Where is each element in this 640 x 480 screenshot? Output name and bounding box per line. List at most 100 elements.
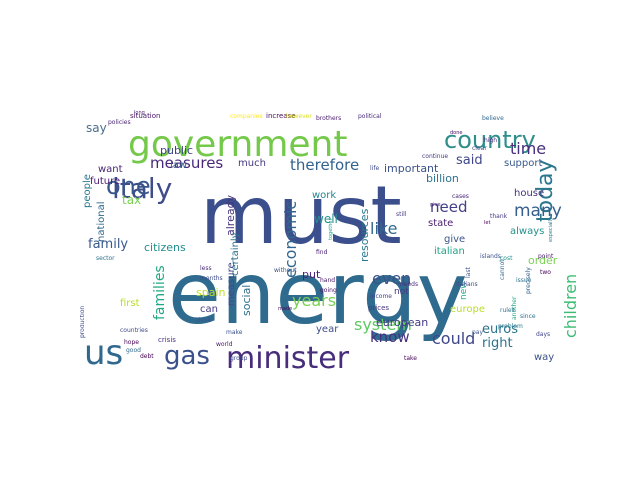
cloud-word: italy [112, 172, 172, 205]
cloud-word: without [274, 267, 297, 274]
cloud-word: take [404, 355, 417, 362]
cloud-word: work [312, 190, 336, 201]
cloud-word: minister [226, 341, 350, 370]
cloud-word: europe [450, 304, 485, 315]
cloud-word: give [430, 202, 441, 208]
cloud-word: political [358, 113, 382, 120]
cloud-word: state [428, 218, 453, 229]
cloud-word: less [200, 265, 212, 272]
cloud-word: billion [426, 172, 459, 185]
cloud-word: italian [434, 246, 465, 257]
cloud-word: another [511, 296, 518, 320]
cloud-word: order [528, 254, 558, 267]
cloud-word: always [510, 226, 544, 237]
cloud-word: way [534, 352, 554, 363]
cloud-word: said [456, 153, 483, 168]
cloud-word: even [372, 269, 411, 288]
cloud-word: us [84, 333, 123, 370]
cloud-word: group [230, 355, 248, 362]
cloud-word: years [292, 291, 336, 310]
cloud-word: continue [422, 153, 448, 160]
cloud-word: already [224, 194, 237, 236]
cloud-word: measure [226, 262, 237, 306]
cloud-word: precisely [525, 267, 532, 294]
cloud-word: new [459, 281, 469, 300]
cloud-word: not [394, 287, 409, 297]
cloud-word: let [484, 220, 490, 226]
cloud-word: issue [516, 277, 532, 284]
cloud-word: put [302, 268, 321, 281]
cloud-word: find [316, 249, 328, 256]
cloud-word: today [533, 159, 558, 222]
cloud-word: one [106, 172, 151, 200]
cloud-word: world [216, 341, 233, 348]
cloud-word: important [384, 162, 439, 175]
cloud-word: income [370, 293, 392, 300]
cloud-word: country [444, 126, 536, 154]
cloud-word: time [510, 139, 546, 158]
cloud-word: social [240, 285, 253, 316]
cloud-word: national [96, 201, 107, 242]
cloud-word: prices [368, 304, 389, 312]
cloud-word: cost [500, 255, 513, 262]
cloud-word: going [320, 287, 337, 294]
cloud-word: brothers [316, 115, 341, 122]
cloud-word: measures [150, 154, 223, 172]
cloud-word: made [278, 306, 292, 312]
cloud-word: well [314, 212, 338, 226]
cloud-word: know [370, 328, 410, 346]
cloud-word: policies [108, 119, 131, 126]
cloud-word: tax [122, 193, 141, 207]
cloud-word: thank [490, 213, 508, 220]
cloud-word: still [396, 211, 407, 218]
cloud-word: make [226, 329, 243, 336]
cloud-word: people [82, 174, 93, 208]
cloud-word: life [370, 165, 379, 172]
cloud-word: economic [281, 201, 300, 278]
cloud-word: public [160, 144, 193, 157]
cloud-word: energy [168, 244, 468, 344]
cloud-word: first [120, 298, 140, 309]
cloud-word: much [238, 158, 266, 169]
cloud-word: need [430, 198, 468, 216]
word-cloud: energy must government minister country italy… [80, 110, 576, 370]
cloud-word: many [514, 201, 562, 221]
cloud-word: together [328, 218, 334, 240]
cloud-word: especially [548, 217, 554, 242]
cloud-word: law [170, 160, 187, 171]
cloud-word: long [134, 110, 145, 116]
cloud-word: citizens [144, 241, 186, 254]
cloud-word: increase [266, 112, 296, 120]
cloud-word: pay [472, 329, 483, 336]
cloud-word: done [450, 130, 462, 136]
cloud-word: give [444, 234, 465, 245]
cloud-word: hand [320, 277, 335, 284]
cloud-word: since [520, 313, 536, 320]
cloud-word: islands [480, 253, 501, 260]
cloud-word: families [152, 265, 168, 320]
cloud-word: year [316, 324, 339, 335]
cloud-word: can [200, 304, 218, 315]
cloud-word: house [514, 188, 544, 199]
cloud-word: however [286, 113, 312, 120]
cloud-word: last [465, 267, 472, 278]
cloud-word: crisis [158, 336, 176, 344]
cloud-word: countries [120, 327, 148, 334]
cloud-word: say [86, 121, 107, 135]
cloud-word: needs [400, 281, 418, 288]
cloud-word: believe [482, 115, 504, 122]
cloud-word: situation [130, 112, 160, 120]
cloud-word: like [370, 219, 397, 238]
cloud-word: think [196, 317, 212, 324]
cloud-word: therefore [290, 156, 359, 174]
cloud-word: point [538, 253, 554, 260]
cloud-word: certainly [230, 232, 241, 276]
cloud-word: future [90, 176, 120, 187]
cloud-word: support [504, 158, 542, 169]
cloud-word: hope [124, 339, 139, 346]
cloud-word: problem [498, 323, 523, 330]
cloud-word: euros [482, 322, 518, 337]
cloud-word: two [540, 269, 551, 276]
cloud-word: spain [196, 286, 226, 299]
